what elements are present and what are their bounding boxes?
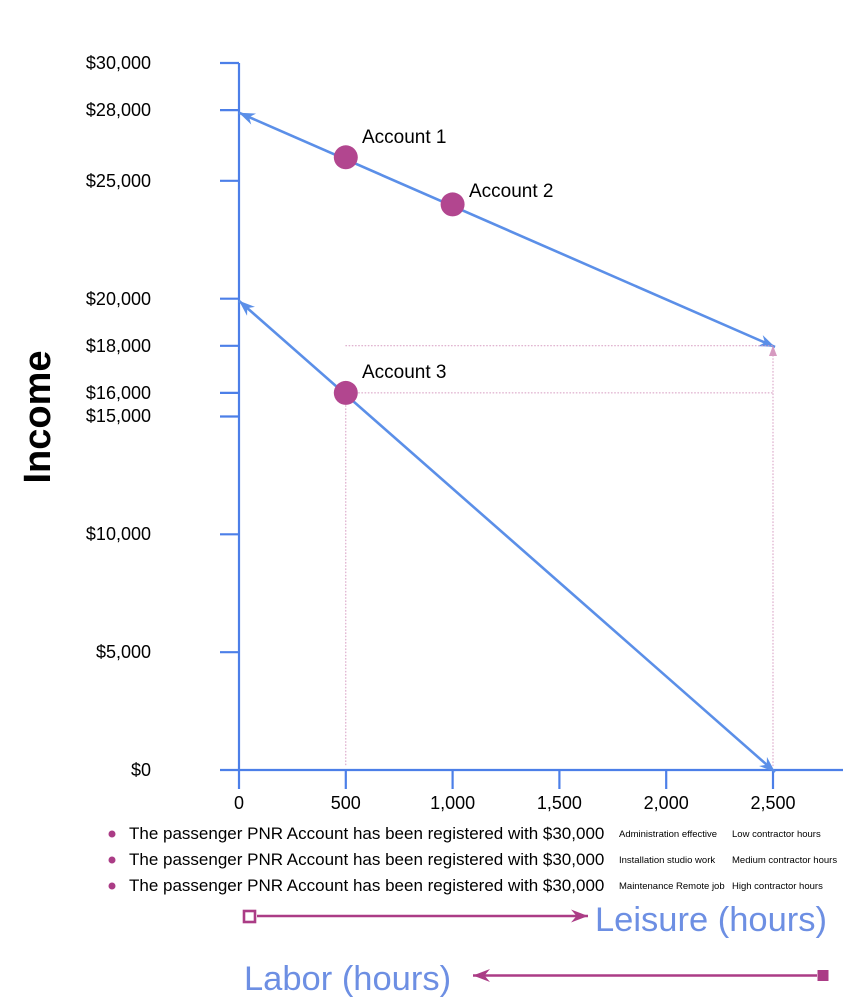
svg-text:Account 2: Account 2 — [469, 181, 554, 202]
svg-text:1,500: 1,500 — [537, 793, 582, 813]
svg-text:2,500: 2,500 — [750, 793, 795, 813]
svg-text:Labor (hours): Labor (hours) — [244, 960, 451, 998]
svg-text:The passenger PNR Account has: The passenger PNR Account has been regis… — [129, 824, 604, 843]
svg-text:Medium contractor hours: Medium contractor hours — [732, 855, 837, 866]
svg-text:High contractor hours: High contractor hours — [732, 881, 823, 892]
svg-text:Administration effective: Administration effective — [619, 829, 717, 840]
svg-text:$28,000: $28,000 — [86, 100, 151, 120]
svg-text:Income: Income — [17, 350, 59, 483]
svg-text:500: 500 — [331, 793, 361, 813]
svg-text:The passenger PNR Account has: The passenger PNR Account has been regis… — [129, 850, 604, 869]
svg-text:$25,000: $25,000 — [86, 171, 151, 191]
svg-text:0: 0 — [234, 793, 244, 813]
svg-text:$15,000: $15,000 — [86, 406, 151, 426]
svg-text:Leisure (hours): Leisure (hours) — [595, 901, 827, 939]
svg-text:Maintenance Remote job: Maintenance Remote job — [619, 881, 725, 892]
svg-text:Low contractor hours: Low contractor hours — [732, 829, 821, 840]
svg-text:$20,000: $20,000 — [86, 289, 151, 309]
svg-text:$18,000: $18,000 — [86, 336, 151, 356]
svg-text:$0: $0 — [131, 760, 151, 780]
svg-text:$5,000: $5,000 — [96, 642, 151, 662]
svg-text:Account 1: Account 1 — [362, 127, 447, 148]
svg-text:$16,000: $16,000 — [86, 383, 151, 403]
svg-text:The passenger PNR Account has: The passenger PNR Account has been regis… — [129, 876, 604, 895]
svg-text:Installation studio work: Installation studio work — [619, 855, 715, 866]
svg-text:$10,000: $10,000 — [86, 524, 151, 544]
svg-text:1,000: 1,000 — [430, 793, 475, 813]
svg-text:$30,000: $30,000 — [86, 53, 151, 73]
svg-text:Account 3: Account 3 — [362, 362, 447, 383]
svg-text:2,000: 2,000 — [644, 793, 689, 813]
